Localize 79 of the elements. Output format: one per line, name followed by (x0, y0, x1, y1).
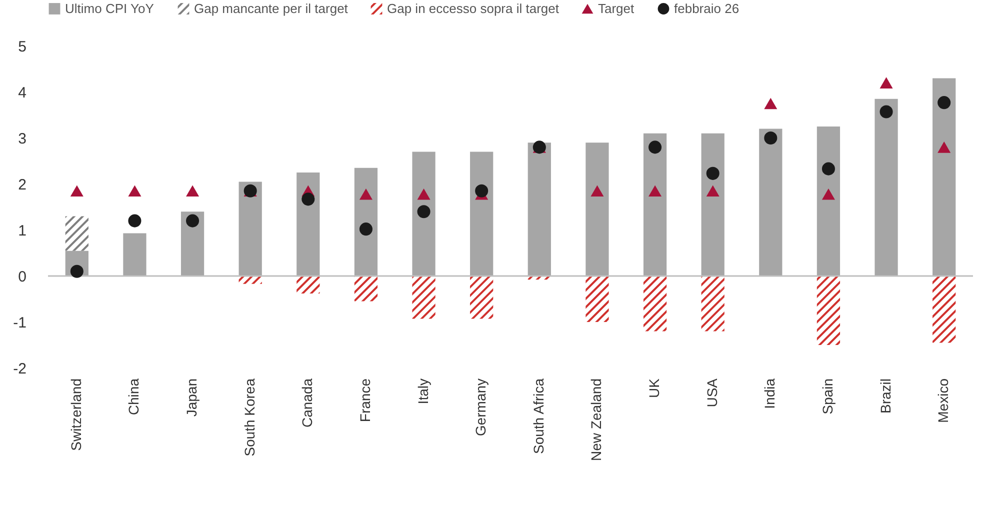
legend-label: febbraio 26 (674, 0, 740, 16)
x-tick-label: South Africa (530, 378, 546, 454)
bar (470, 276, 494, 319)
bar (816, 276, 840, 345)
bar (932, 276, 956, 343)
bar (816, 126, 840, 276)
bar (412, 152, 436, 276)
bar (470, 152, 494, 276)
bar (586, 142, 609, 276)
point (70, 185, 84, 197)
point (648, 140, 662, 154)
x-tick-label: Canada (299, 378, 316, 428)
y-tick-label: 2 (18, 176, 26, 194)
point (938, 96, 951, 110)
bar (296, 276, 320, 294)
point (359, 188, 372, 200)
x-tick-label: France (356, 378, 373, 422)
point (70, 264, 84, 278)
y-tick-label: 3 (18, 130, 26, 148)
y-tick-label: 4 (18, 84, 26, 102)
point (475, 184, 488, 198)
point (417, 205, 430, 218)
x-tick-label: Spain (819, 378, 836, 414)
point (822, 188, 835, 200)
bar (932, 78, 956, 276)
y-tick-label: -2 (13, 360, 26, 378)
x-tick-label: India (762, 378, 778, 409)
x-tick-label: Brazil (877, 378, 894, 414)
point (706, 185, 720, 197)
x-tick-label: South Korea (241, 378, 258, 456)
bar (643, 276, 667, 332)
point (822, 162, 835, 176)
bar (528, 142, 551, 276)
bar (296, 172, 320, 276)
bar (701, 133, 724, 276)
y-tick-label: 0 (18, 268, 26, 286)
point (186, 214, 200, 228)
y-tick-label: -1 (13, 314, 26, 332)
bar (354, 276, 378, 302)
bar (65, 216, 88, 251)
point (302, 192, 315, 206)
bar (586, 276, 609, 322)
x-tick-label: Italy (414, 378, 431, 404)
bar (123, 233, 146, 276)
point (880, 77, 893, 88)
x-tick-label: China (126, 378, 142, 416)
x-tick-label: UK (646, 378, 662, 398)
point (359, 222, 372, 236)
point (648, 185, 662, 197)
point (128, 214, 142, 228)
bar (701, 276, 724, 332)
bar (180, 212, 204, 276)
point (417, 188, 430, 200)
legend-label: Gap in eccesso sopra il target (387, 0, 560, 16)
x-tick-label: Switzerland (68, 378, 84, 451)
bar (238, 182, 262, 276)
legend-label: Gap mancante per il target (194, 0, 348, 16)
point (764, 98, 778, 110)
x-tick-label: Mexico (935, 378, 952, 423)
x-tick-label: Germany (472, 378, 489, 436)
bar (354, 168, 378, 276)
legend-label: Ultimo CPI YoY (65, 0, 154, 16)
point (706, 166, 720, 180)
bar (412, 276, 436, 319)
bar (643, 133, 667, 276)
point (880, 105, 893, 118)
bar (759, 128, 782, 276)
legend-label: Target (598, 0, 635, 16)
x-tick-label: Japan (184, 378, 200, 417)
point (128, 185, 142, 197)
y-tick-label: 5 (18, 38, 26, 56)
point (186, 185, 200, 197)
point (590, 185, 604, 197)
x-tick-label: New Zealand (588, 378, 604, 461)
bar (874, 98, 898, 276)
point (938, 142, 951, 153)
y-tick-label: 1 (18, 222, 26, 240)
x-tick-label: USA (704, 378, 720, 408)
point (764, 131, 778, 145)
